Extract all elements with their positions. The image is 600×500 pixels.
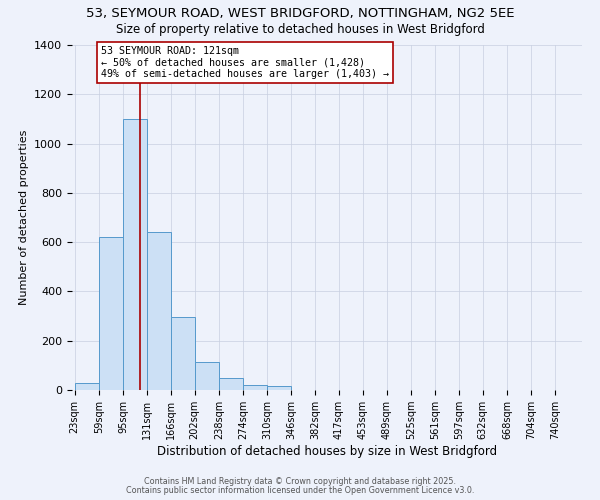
Bar	[147, 232, 171, 390]
Bar	[219, 378, 243, 390]
Text: 53, SEYMOUR ROAD, WEST BRIDGFORD, NOTTINGHAM, NG2 5EE: 53, SEYMOUR ROAD, WEST BRIDGFORD, NOTTIN…	[86, 8, 514, 20]
Bar	[194, 362, 219, 390]
Y-axis label: Number of detached properties: Number of detached properties	[19, 130, 29, 305]
Bar	[99, 237, 123, 390]
Bar	[123, 119, 147, 390]
Bar	[74, 382, 99, 390]
X-axis label: Distribution of detached houses by size in West Bridgford: Distribution of detached houses by size …	[157, 445, 497, 458]
Text: Contains HM Land Registry data © Crown copyright and database right 2025.: Contains HM Land Registry data © Crown c…	[144, 477, 456, 486]
Bar	[267, 386, 291, 390]
Text: Size of property relative to detached houses in West Bridgford: Size of property relative to detached ho…	[116, 22, 484, 36]
Bar	[243, 385, 267, 390]
Text: Contains public sector information licensed under the Open Government Licence v3: Contains public sector information licen…	[126, 486, 474, 495]
Bar	[170, 318, 194, 390]
Text: 53 SEYMOUR ROAD: 121sqm
← 50% of detached houses are smaller (1,428)
49% of semi: 53 SEYMOUR ROAD: 121sqm ← 50% of detache…	[101, 46, 389, 80]
